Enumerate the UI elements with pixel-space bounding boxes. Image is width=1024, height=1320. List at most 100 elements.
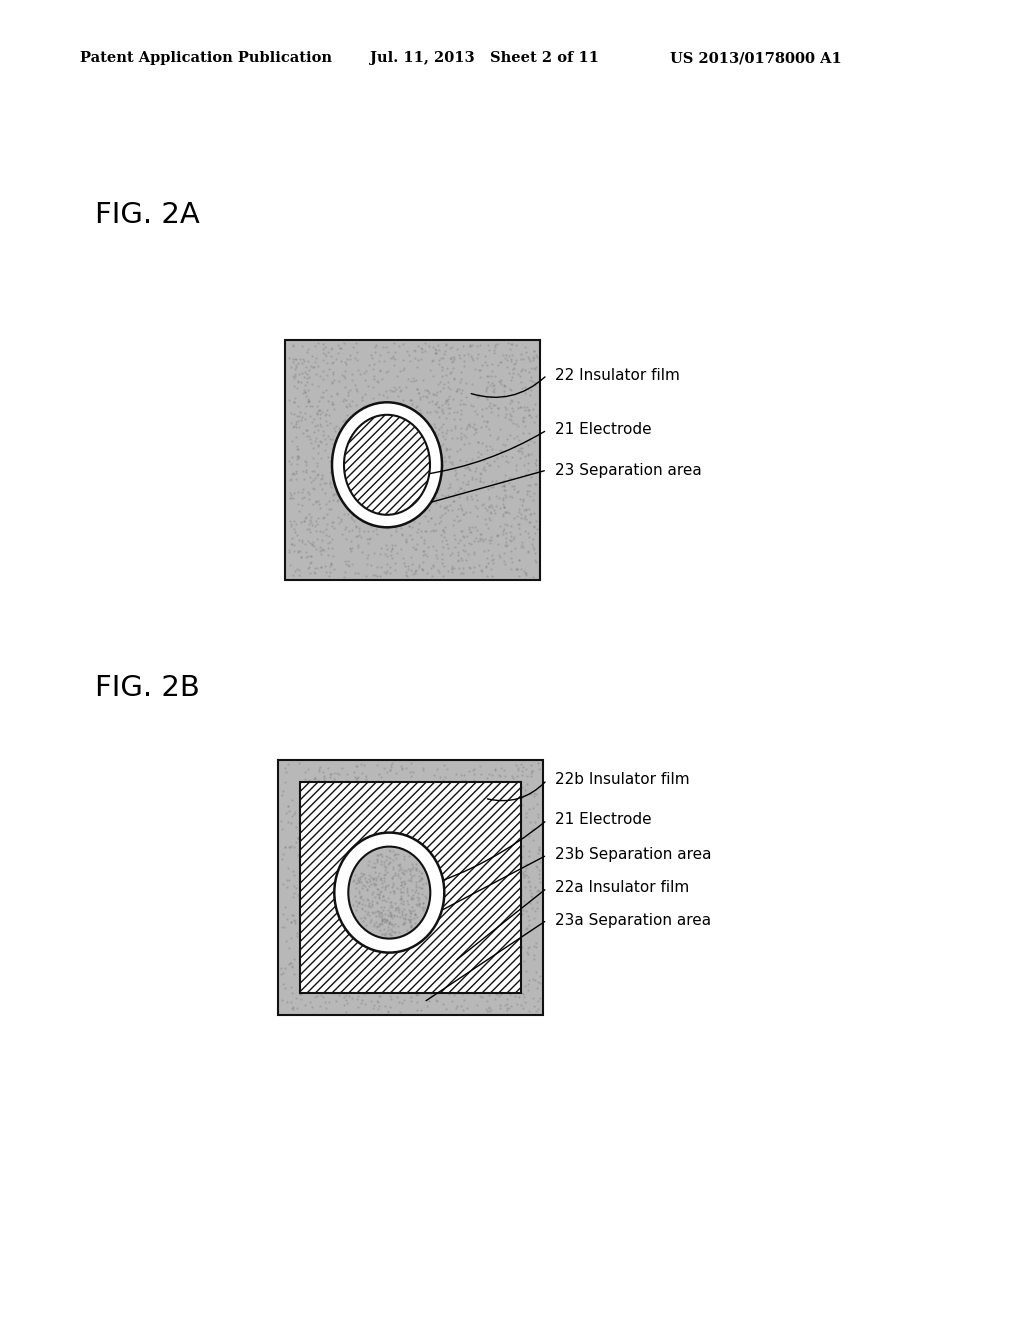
Point bbox=[412, 457, 428, 478]
Point bbox=[349, 768, 366, 789]
Point bbox=[339, 853, 355, 874]
Point bbox=[437, 961, 454, 982]
Point bbox=[310, 333, 327, 354]
Point bbox=[356, 867, 373, 888]
Point bbox=[455, 974, 471, 995]
Point bbox=[411, 884, 427, 906]
Point bbox=[507, 927, 523, 948]
Point bbox=[485, 378, 502, 399]
Point bbox=[476, 459, 493, 480]
Point bbox=[331, 478, 347, 499]
Point bbox=[348, 418, 365, 440]
Point bbox=[330, 507, 346, 528]
Point bbox=[402, 524, 419, 545]
Point bbox=[503, 531, 519, 552]
Point bbox=[524, 760, 541, 781]
Point bbox=[481, 425, 498, 446]
Point bbox=[312, 878, 329, 899]
Point bbox=[438, 999, 455, 1020]
Point bbox=[420, 851, 436, 873]
Point bbox=[360, 503, 377, 524]
Point bbox=[292, 348, 308, 370]
Point bbox=[327, 928, 343, 949]
Point bbox=[397, 532, 414, 553]
Point bbox=[459, 946, 475, 968]
Point bbox=[485, 342, 502, 363]
Point bbox=[513, 558, 529, 579]
Point bbox=[455, 999, 471, 1020]
Point bbox=[444, 849, 461, 870]
Point bbox=[407, 911, 423, 932]
Point bbox=[447, 824, 464, 845]
Point bbox=[446, 367, 463, 388]
Point bbox=[341, 433, 357, 454]
Point bbox=[484, 854, 501, 875]
Point bbox=[353, 861, 370, 882]
Point bbox=[369, 847, 385, 869]
Point bbox=[314, 465, 331, 486]
Point bbox=[338, 772, 354, 793]
Point bbox=[357, 870, 374, 891]
Point bbox=[416, 499, 432, 520]
Point bbox=[475, 531, 492, 552]
Point bbox=[311, 858, 328, 879]
Point bbox=[450, 441, 466, 462]
Point bbox=[504, 345, 520, 366]
Point bbox=[349, 381, 366, 403]
Point bbox=[429, 397, 445, 418]
Point bbox=[323, 767, 339, 788]
Point bbox=[360, 875, 377, 896]
Point bbox=[311, 776, 328, 797]
Point bbox=[358, 766, 375, 787]
Point bbox=[393, 904, 410, 925]
Point bbox=[373, 804, 389, 825]
Point bbox=[493, 351, 509, 372]
Point bbox=[411, 919, 427, 940]
Point bbox=[373, 912, 389, 933]
Point bbox=[517, 759, 534, 780]
Point bbox=[333, 508, 349, 529]
Point bbox=[438, 791, 455, 812]
Point bbox=[506, 428, 522, 449]
Point bbox=[386, 376, 402, 397]
Point bbox=[284, 904, 300, 925]
Point bbox=[516, 562, 532, 583]
Point bbox=[482, 393, 499, 414]
Point bbox=[424, 941, 440, 962]
Point bbox=[340, 428, 356, 449]
Point bbox=[393, 517, 410, 539]
Point bbox=[395, 548, 412, 569]
Point bbox=[408, 858, 424, 879]
Point bbox=[485, 945, 502, 966]
Point bbox=[531, 840, 548, 861]
Point bbox=[422, 795, 438, 816]
Point bbox=[389, 447, 406, 469]
Point bbox=[419, 387, 435, 408]
Point bbox=[478, 385, 495, 407]
Point bbox=[439, 960, 456, 981]
Point bbox=[502, 974, 518, 995]
Point bbox=[342, 826, 358, 847]
Point bbox=[461, 433, 477, 454]
Point bbox=[293, 824, 309, 845]
Point bbox=[374, 909, 390, 931]
Point bbox=[392, 867, 409, 888]
Point bbox=[377, 903, 393, 924]
Point bbox=[503, 961, 519, 982]
Point bbox=[463, 521, 479, 543]
Point bbox=[333, 511, 349, 532]
Point bbox=[428, 343, 444, 364]
Point bbox=[463, 820, 479, 841]
Point bbox=[299, 420, 315, 441]
Point bbox=[315, 473, 332, 494]
Point bbox=[421, 392, 437, 413]
Point bbox=[466, 862, 482, 883]
Point bbox=[379, 438, 395, 459]
Point bbox=[416, 780, 432, 801]
Point bbox=[379, 495, 395, 516]
Point bbox=[407, 370, 423, 391]
Point bbox=[321, 545, 337, 566]
Point bbox=[382, 929, 398, 950]
Point bbox=[366, 825, 382, 846]
Point bbox=[528, 784, 545, 805]
